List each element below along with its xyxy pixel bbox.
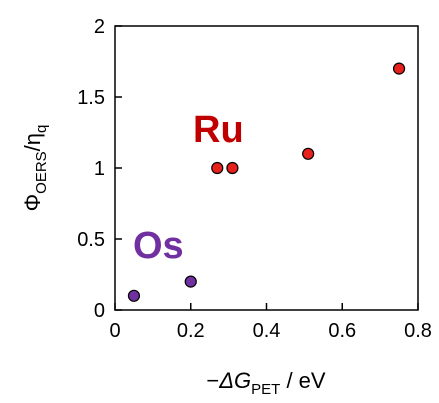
os-series-label: Os [133,225,184,267]
ru-series-label: Ru [193,109,244,151]
ru-data-point [302,147,315,160]
x-tick-label: 0.2 [177,320,205,342]
ru-data-point [392,62,406,75]
x-tick-label: 0.8 [404,320,432,342]
y-axis-title: ΦOERS/ηq [20,125,50,212]
y-tick-label: 1 [94,158,105,180]
os-data-point [184,275,197,288]
y-tick-label: 0.5 [77,229,105,251]
y-axis: 0 0.5 1 1.5 2 [77,16,122,322]
x-axis: 0 0.2 0.4 0.6 0.8 [109,303,432,342]
y-tick-label: 2 [94,16,105,38]
os-data-point [127,289,141,302]
y-tick-label: 1.5 [77,87,105,109]
x-tick-label: 0 [109,320,120,342]
ru-data-point [211,161,224,175]
data-points [127,62,406,302]
x-axis-title: −ΔGPET / eV [206,368,325,398]
x-tick-label: 0.6 [328,320,356,342]
plot-frame [114,25,419,311]
ru-data-point [226,161,239,175]
y-tick-label: 0 [94,300,105,322]
x-tick-label: 0.4 [253,320,281,342]
